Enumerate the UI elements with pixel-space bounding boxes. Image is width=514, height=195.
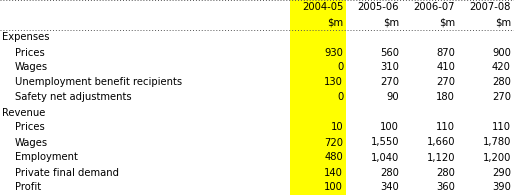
Text: 2006-07: 2006-07 xyxy=(414,3,455,12)
Text: 180: 180 xyxy=(436,92,455,103)
Text: 390: 390 xyxy=(492,183,511,192)
Text: 1,040: 1,040 xyxy=(371,152,399,162)
Text: 360: 360 xyxy=(436,183,455,192)
Text: 100: 100 xyxy=(324,183,343,192)
Text: Employment: Employment xyxy=(15,152,78,162)
Text: 90: 90 xyxy=(387,92,399,103)
Text: $m: $m xyxy=(383,18,399,27)
Text: 270: 270 xyxy=(436,77,455,88)
Text: 1,120: 1,120 xyxy=(427,152,455,162)
Text: 340: 340 xyxy=(380,183,399,192)
Text: 480: 480 xyxy=(324,152,343,162)
Text: 900: 900 xyxy=(492,48,511,58)
Bar xyxy=(290,0,346,195)
Text: 270: 270 xyxy=(380,77,399,88)
Text: 420: 420 xyxy=(492,63,511,73)
Text: $m: $m xyxy=(495,18,511,27)
Text: 2004-05: 2004-05 xyxy=(302,3,343,12)
Text: 720: 720 xyxy=(324,137,343,147)
Text: 280: 280 xyxy=(380,168,399,177)
Text: $m: $m xyxy=(439,18,455,27)
Text: 110: 110 xyxy=(492,122,511,132)
Text: 10: 10 xyxy=(331,122,343,132)
Text: 270: 270 xyxy=(492,92,511,103)
Text: 290: 290 xyxy=(492,168,511,177)
Text: 560: 560 xyxy=(380,48,399,58)
Text: Safety net adjustments: Safety net adjustments xyxy=(15,92,132,103)
Text: 870: 870 xyxy=(436,48,455,58)
Text: Prices: Prices xyxy=(15,48,45,58)
Text: 1,200: 1,200 xyxy=(483,152,511,162)
Text: 280: 280 xyxy=(492,77,511,88)
Text: 310: 310 xyxy=(380,63,399,73)
Text: Wages: Wages xyxy=(15,63,48,73)
Text: 930: 930 xyxy=(324,48,343,58)
Text: Prices: Prices xyxy=(15,122,45,132)
Text: Wages: Wages xyxy=(15,137,48,147)
Text: 140: 140 xyxy=(324,168,343,177)
Text: 0: 0 xyxy=(337,63,343,73)
Text: 280: 280 xyxy=(436,168,455,177)
Text: 1,780: 1,780 xyxy=(483,137,511,147)
Text: Private final demand: Private final demand xyxy=(15,168,119,177)
Text: 0: 0 xyxy=(337,92,343,103)
Text: 1,660: 1,660 xyxy=(427,137,455,147)
Text: 130: 130 xyxy=(324,77,343,88)
Text: Revenue: Revenue xyxy=(2,107,45,118)
Text: 2005-06: 2005-06 xyxy=(358,3,399,12)
Text: 1,550: 1,550 xyxy=(371,137,399,147)
Text: $m: $m xyxy=(327,18,343,27)
Text: Unemployment benefit recipients: Unemployment benefit recipients xyxy=(15,77,182,88)
Text: 410: 410 xyxy=(436,63,455,73)
Text: 2007-08: 2007-08 xyxy=(470,3,511,12)
Text: Expenses: Expenses xyxy=(2,33,49,43)
Text: 100: 100 xyxy=(380,122,399,132)
Text: 110: 110 xyxy=(436,122,455,132)
Text: Profit: Profit xyxy=(15,183,41,192)
